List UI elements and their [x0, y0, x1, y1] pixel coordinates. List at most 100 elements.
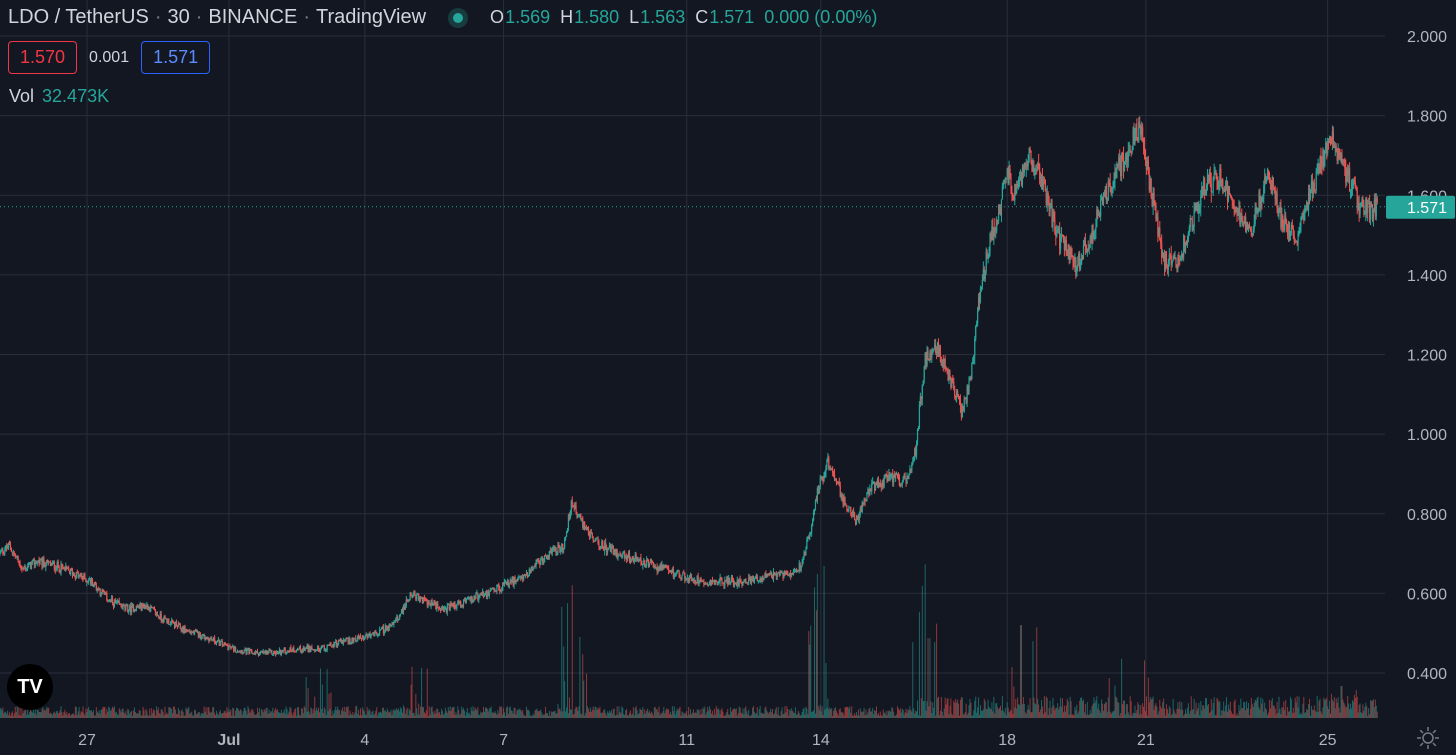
candle-body — [883, 476, 885, 487]
candle-body — [1122, 156, 1125, 172]
candle-body — [1304, 208, 1306, 221]
candle-body — [1074, 257, 1076, 264]
volume-bar — [286, 709, 288, 718]
candle-body — [959, 400, 962, 406]
candle-body — [205, 638, 207, 640]
candle-body — [1139, 122, 1141, 127]
volume-bar — [246, 714, 248, 718]
candle-body — [712, 580, 715, 582]
volume-bar — [720, 709, 722, 718]
volume-bar — [1095, 700, 1097, 718]
volume-bar — [435, 713, 437, 718]
tradingview-logo-icon[interactable]: TV — [7, 664, 53, 710]
volume-bar — [1360, 712, 1362, 718]
buy-button[interactable]: 1.571 — [141, 41, 211, 74]
volume-bar — [1001, 696, 1003, 718]
volume-bar — [991, 702, 993, 718]
volume-bar — [889, 710, 891, 718]
candle-body — [1253, 223, 1255, 229]
candle-body — [1101, 198, 1104, 205]
last-price-tag[interactable] — [1386, 195, 1455, 219]
candle-body — [556, 552, 558, 555]
candle-body — [594, 540, 596, 542]
interval-label[interactable]: 30 — [167, 6, 190, 28]
volume-bar — [1094, 703, 1096, 718]
volume-bar — [1031, 712, 1033, 718]
candle-body — [534, 566, 536, 568]
volume-bar — [574, 708, 576, 718]
candle-body — [296, 650, 298, 652]
volume-bar — [1312, 710, 1314, 718]
candle-body — [765, 573, 767, 578]
candle-body — [939, 347, 942, 362]
volume-bar — [1196, 710, 1198, 718]
candle-body — [247, 649, 249, 651]
volume-bar — [8, 715, 10, 718]
volume-bar — [1331, 699, 1333, 718]
volume-bar — [216, 713, 218, 718]
volume-bar — [901, 708, 903, 718]
volume-bar — [607, 711, 609, 718]
volume-bar — [1356, 696, 1358, 718]
volume-bar — [958, 715, 960, 718]
candle-body — [1296, 241, 1298, 245]
volume-bar — [174, 709, 176, 718]
candle-body — [254, 653, 256, 655]
candle-body — [508, 582, 510, 587]
candle-body — [210, 638, 212, 640]
volume-bar — [1230, 711, 1232, 718]
symbol-name[interactable]: LDO / TetherUS — [8, 6, 149, 28]
volume-bar — [181, 709, 183, 718]
candle-body — [442, 608, 445, 612]
candle-body — [854, 519, 857, 524]
candle-body — [1165, 252, 1168, 268]
candle-body — [884, 474, 886, 477]
candle-body — [580, 514, 582, 520]
candle-body — [125, 605, 127, 609]
candle-body — [635, 554, 637, 559]
volume-bar — [1357, 712, 1359, 718]
volume-bar — [604, 709, 606, 718]
volume-bar — [649, 710, 651, 718]
volume-legend[interactable]: Vol 32.473K — [9, 86, 109, 107]
volume-bar — [1346, 706, 1348, 718]
time-axis[interactable]: 27 Jul 4 7 11 14 18 21 25 — [78, 732, 1337, 749]
volume-bar — [154, 710, 156, 718]
candle-body — [73, 573, 75, 576]
candle-body — [1051, 203, 1053, 227]
candle-body — [1321, 163, 1323, 168]
candle-body — [760, 577, 762, 582]
candle-body — [65, 565, 67, 571]
candle-body — [142, 603, 144, 606]
volume-bar — [526, 709, 528, 718]
volume-bar — [240, 710, 242, 718]
gear-icon[interactable] — [1416, 726, 1440, 750]
candle-body — [1026, 164, 1028, 167]
candlesticks[interactable] — [0, 116, 1378, 657]
sell-button[interactable]: 1.570 — [8, 41, 78, 74]
candle-body — [112, 602, 115, 607]
volume-bar — [442, 711, 444, 718]
volume-bar — [867, 712, 869, 718]
candle-body — [191, 632, 193, 634]
candle-body — [386, 626, 388, 631]
candle-body — [240, 650, 242, 653]
volume-bar — [765, 706, 767, 718]
candle-body — [331, 645, 333, 647]
volume-bar — [1120, 713, 1122, 718]
candle-body — [1292, 228, 1294, 236]
volume-bar — [970, 702, 972, 718]
volume-bar — [421, 667, 423, 718]
symbol-legend[interactable]: LDO / TetherUS · 30 · BINANCE · TradingV… — [8, 6, 877, 29]
candle-body — [889, 472, 891, 477]
candle-body — [49, 561, 52, 567]
volume-bar — [1036, 627, 1038, 718]
candle-body — [1006, 168, 1008, 179]
candle-body — [591, 533, 593, 539]
candle-body — [999, 207, 1002, 216]
volume-bar — [864, 715, 866, 718]
price-axis[interactable]: 2.0001.8001.6001.4001.2001.0000.8000.600… — [1386, 0, 1456, 755]
candle-body — [996, 220, 998, 232]
candle-body — [204, 638, 206, 640]
